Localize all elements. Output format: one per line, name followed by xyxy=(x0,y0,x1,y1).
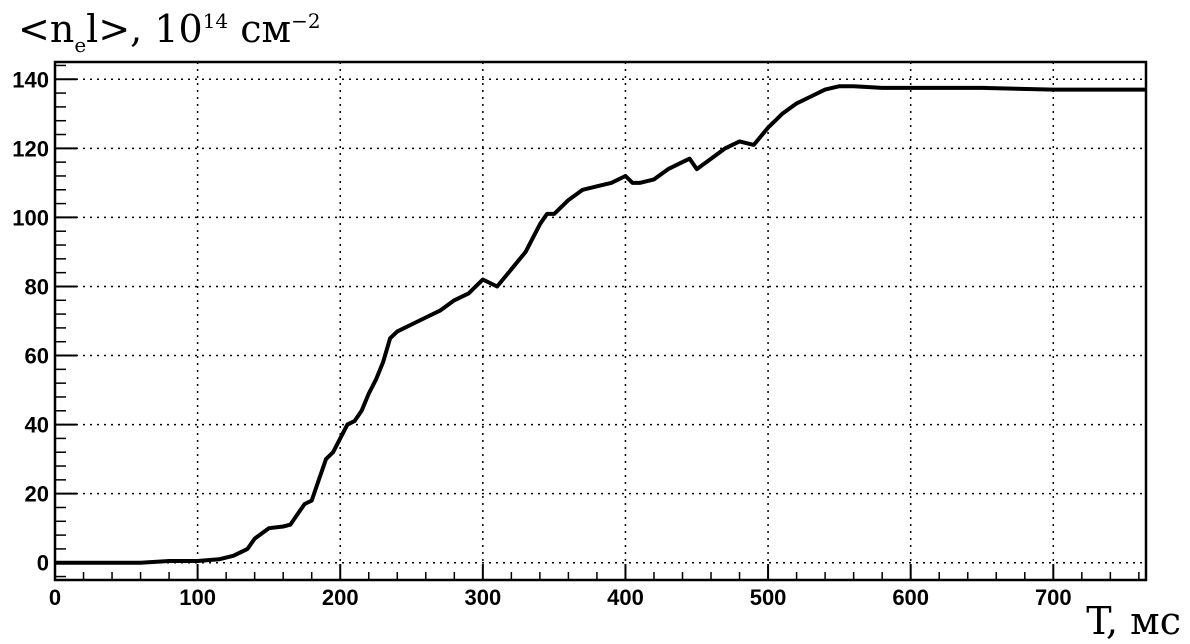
y-tick-label: 40 xyxy=(25,413,49,438)
grid-lines xyxy=(55,62,1146,580)
x-tick-label: 400 xyxy=(607,585,644,610)
x-tick-label: 100 xyxy=(179,585,216,610)
density-series-line xyxy=(55,84,1146,565)
y-tick-label: 80 xyxy=(25,274,49,299)
x-tick-label: 700 xyxy=(1035,585,1072,610)
x-tick-label: 300 xyxy=(464,585,501,610)
y-tick-label: 60 xyxy=(25,344,49,369)
axis-tick-labels: 0 100 200 300 400 500 600 700 0 20 40 60 80 100 120 140 xyxy=(12,67,1071,610)
axis-ticks xyxy=(54,64,1140,580)
y-tick-label: 120 xyxy=(12,136,49,161)
y-tick-label: 100 xyxy=(12,205,49,230)
x-tick-label: 600 xyxy=(892,585,929,610)
x-axis-title: T, мс xyxy=(1086,599,1181,643)
x-tick-label: 0 xyxy=(49,585,61,610)
y-tick-label: 0 xyxy=(37,551,49,576)
x-tick-label: 200 xyxy=(322,585,359,610)
y-tick-label: 140 xyxy=(12,67,49,92)
plot-frame xyxy=(53,60,1148,582)
x-tick-label: 500 xyxy=(750,585,787,610)
y-tick-label: 20 xyxy=(25,482,49,507)
y-axis-title: <nel>, 1014 см−2 xyxy=(18,7,321,57)
